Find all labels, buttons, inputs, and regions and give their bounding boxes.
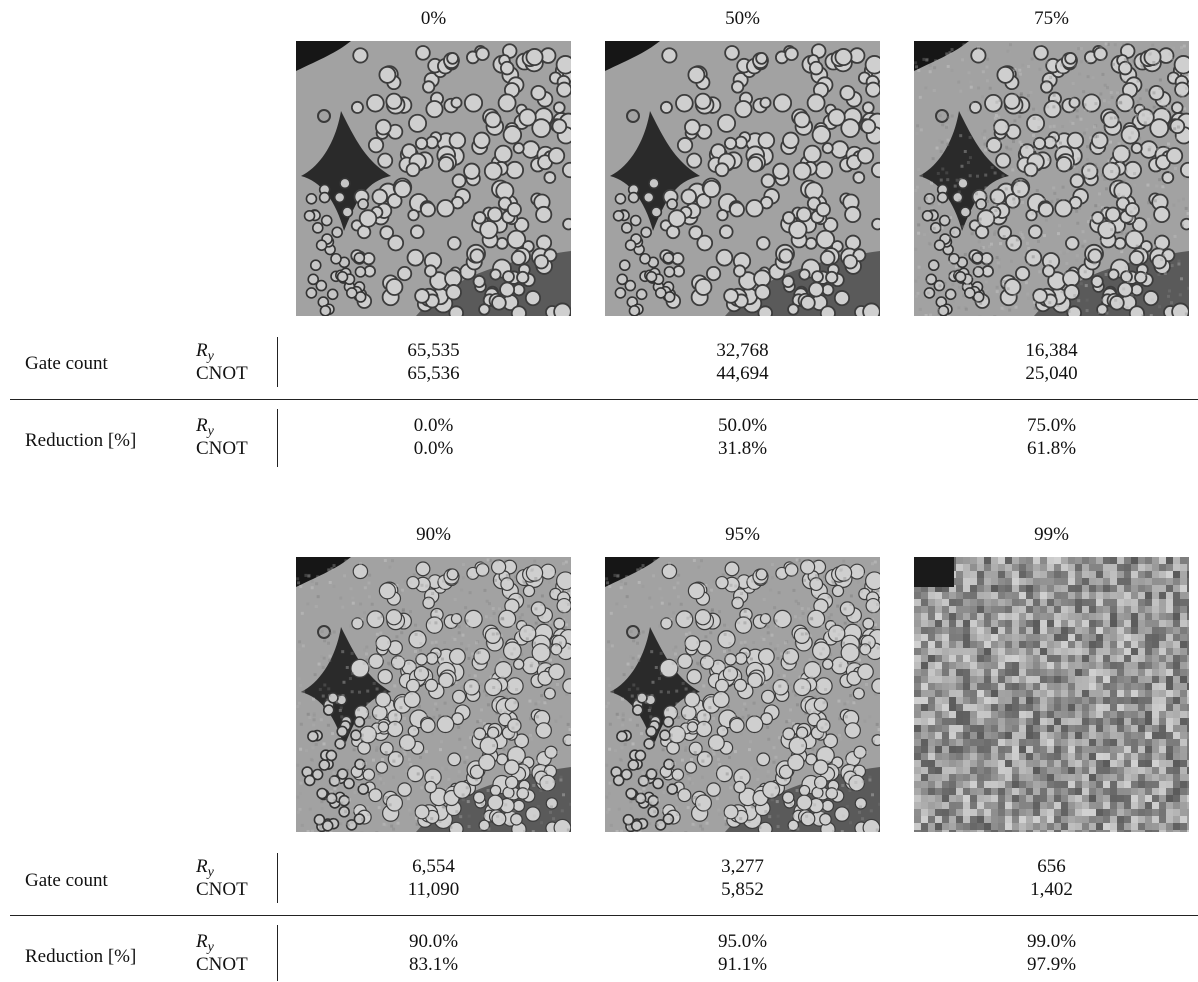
separator-vertical xyxy=(277,337,278,387)
reduction-cnot-value: 0.0% xyxy=(413,438,454,459)
gate-ry-value: 16,384 xyxy=(1025,340,1078,361)
column-header: 95% xyxy=(725,524,760,545)
microscopy-image-95 xyxy=(605,557,880,832)
reduction-label: Reduction [%] xyxy=(25,946,137,967)
separator-horizontal xyxy=(10,399,1198,400)
ry-label: Ry xyxy=(196,340,214,364)
column-header: 75% xyxy=(1034,8,1069,29)
gate-ry-value: 6,554 xyxy=(412,856,455,877)
gate-ry-value: 32,768 xyxy=(716,340,769,361)
cnot-label: CNOT xyxy=(196,363,248,384)
cnot-label: CNOT xyxy=(196,954,248,975)
reduction-cnot-value: 83.1% xyxy=(408,954,459,975)
gate-ry-value: 656 xyxy=(1037,856,1066,877)
microscopy-image-50 xyxy=(605,41,880,316)
column-header: 0% xyxy=(420,8,447,29)
separator-vertical xyxy=(277,925,278,981)
reduction-ry-value: 99.0% xyxy=(1026,931,1077,952)
cnot-label: CNOT xyxy=(196,879,248,900)
ry-label: Ry xyxy=(196,415,214,439)
gate-count-label: Gate count xyxy=(25,870,108,891)
microscopy-image-90 xyxy=(296,557,571,832)
separator-horizontal xyxy=(10,915,1198,916)
microscopy-image-99 xyxy=(914,557,1189,832)
cnot-label: CNOT xyxy=(196,438,248,459)
gate-ry-value: 65,535 xyxy=(407,340,460,361)
gate-count-label: Gate count xyxy=(25,353,108,374)
reduction-ry-value: 90.0% xyxy=(408,931,459,952)
reduction-ry-value: 75.0% xyxy=(1026,415,1077,436)
reduction-cnot-value: 61.8% xyxy=(1026,438,1077,459)
microscopy-image-75 xyxy=(914,41,1189,316)
column-header: 50% xyxy=(725,8,760,29)
gate-cnot-value: 11,090 xyxy=(407,879,460,900)
reduction-cnot-value: 91.1% xyxy=(717,954,768,975)
gate-cnot-value: 65,536 xyxy=(407,363,460,384)
reduction-cnot-value: 97.9% xyxy=(1026,954,1077,975)
gate-cnot-value: 44,694 xyxy=(716,363,769,384)
reduction-ry-value: 0.0% xyxy=(413,415,454,436)
reduction-ry-value: 95.0% xyxy=(717,931,768,952)
ry-label: Ry xyxy=(196,856,214,880)
ry-label: Ry xyxy=(196,931,214,955)
separator-vertical xyxy=(277,409,278,467)
gate-cnot-value: 5,852 xyxy=(721,879,764,900)
gate-cnot-value: 25,040 xyxy=(1025,363,1078,384)
gate-ry-value: 3,277 xyxy=(721,856,764,877)
gate-cnot-value: 1,402 xyxy=(1030,879,1073,900)
reduction-cnot-value: 31.8% xyxy=(717,438,768,459)
column-header: 90% xyxy=(416,524,451,545)
column-header: 99% xyxy=(1034,524,1069,545)
reduction-label: Reduction [%] xyxy=(25,430,137,451)
separator-vertical xyxy=(277,853,278,903)
reduction-ry-value: 50.0% xyxy=(717,415,768,436)
microscopy-image-0 xyxy=(296,41,571,316)
